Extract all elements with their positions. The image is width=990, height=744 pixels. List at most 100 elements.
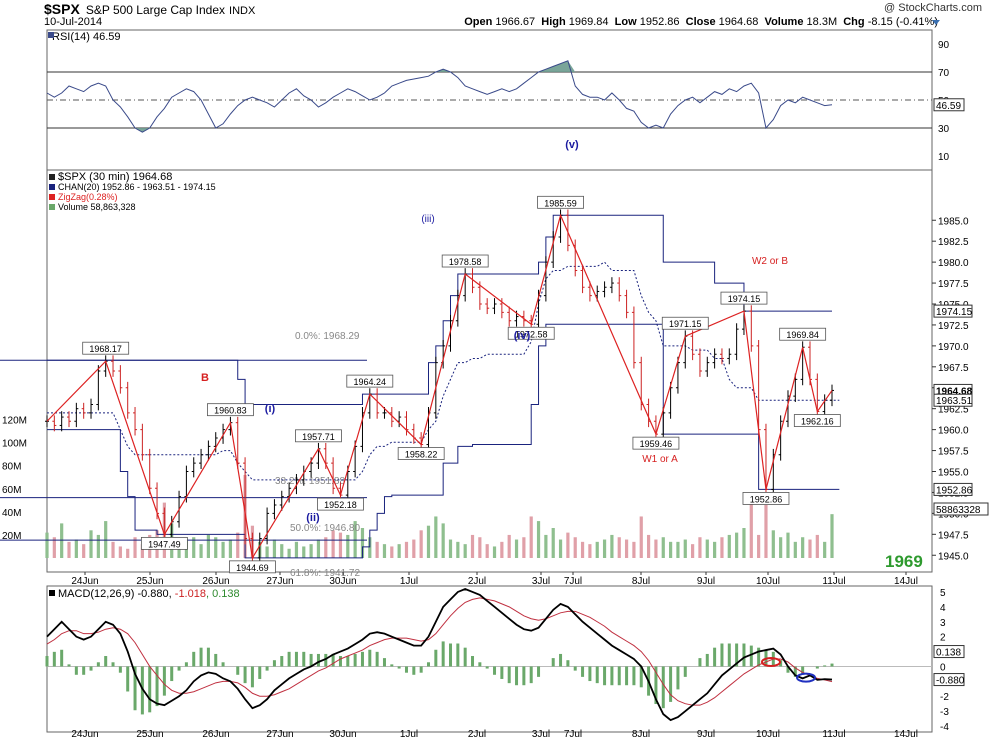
histogram-bar: [140, 666, 144, 715]
volume-bar: [536, 521, 541, 558]
rsi-legend: RSI(14) 46.59: [52, 31, 120, 43]
pivot-label: 1947.49: [148, 539, 181, 549]
watermark-label: 1969: [885, 552, 923, 571]
x-tick: 30Jun: [329, 576, 356, 587]
histogram-bar: [661, 666, 665, 709]
volume-bar: [426, 525, 431, 558]
histogram-bar: [397, 666, 401, 669]
histogram-bar: [507, 666, 511, 684]
volume-bar: [551, 528, 555, 558]
x-tick-bottom: 3Jul: [532, 729, 550, 740]
histogram-bar: [610, 666, 614, 686]
histogram-bar: [360, 651, 364, 667]
volume-bar: [478, 537, 482, 558]
volume-bar: [602, 539, 607, 558]
histogram-bar: [148, 666, 152, 713]
volume-bar: [434, 516, 438, 558]
histogram-bar: [573, 666, 577, 671]
histogram-bar: [441, 641, 445, 667]
volume-bar: [214, 537, 218, 558]
histogram-bar: [537, 666, 541, 677]
histogram-bar: [830, 663, 834, 667]
histogram-bar: [478, 662, 482, 667]
price-legend: CHAN(20) 1952.86 - 1963.51 - 1974.15: [58, 182, 216, 192]
macd-tick: -2: [940, 692, 949, 703]
volume-bar: [823, 541, 827, 558]
x-tick-bottom: 26Jun: [202, 729, 229, 740]
volume-bar: [668, 541, 673, 558]
histogram-bar: [118, 666, 122, 673]
pivot-label: 1968.17: [89, 344, 122, 354]
volume-tick: 40M: [2, 508, 21, 519]
x-tick-bottom: 27Jun: [266, 729, 293, 740]
histogram-bar: [676, 666, 680, 690]
volume-bar: [118, 546, 122, 558]
pivot-box: [779, 327, 827, 341]
pivot-label: 1960.83: [214, 406, 247, 416]
histogram-bar: [404, 666, 408, 673]
price-last-label: 1974.15: [936, 307, 973, 318]
volume-bar: [67, 541, 71, 558]
rsi-tick: 70: [938, 68, 950, 79]
x-tick-bottom: 14Jul: [894, 729, 918, 740]
volume-bar: [801, 537, 805, 558]
price-last-label: 1963.51: [936, 396, 973, 407]
volume-bar: [529, 516, 533, 558]
symbol-title: $SPX S&P 500 Large Cap Index INDX: [44, 1, 255, 17]
histogram-bar: [82, 666, 86, 675]
wave-label: (v): [565, 139, 579, 151]
volume-bar: [397, 544, 401, 558]
histogram-bar: [390, 664, 394, 667]
macd-tick: 2: [940, 633, 946, 644]
histogram-bar: [243, 666, 247, 684]
volume-bar: [375, 541, 379, 558]
histogram-bar: [471, 656, 475, 667]
histogram-bar: [126, 666, 130, 692]
x-tick-bottom: 2Jul: [468, 729, 486, 740]
rsi-last-box: [933, 98, 965, 112]
volume-bar: [82, 544, 86, 558]
macd-last-box: [933, 645, 965, 659]
volume-bar: [470, 534, 475, 558]
volume-bar: [177, 541, 181, 558]
volume-bar: [661, 537, 665, 558]
signal-line: [46, 597, 833, 706]
histogram-bar: [177, 666, 181, 671]
volume-bar: [514, 539, 519, 558]
pivot-box: [82, 341, 130, 355]
price-legend-swatch: [49, 174, 55, 180]
chart-header: $SPX S&P 500 Large Cap Index INDX 10-Jul-2…: [0, 0, 990, 28]
histogram-bar: [793, 666, 797, 677]
volume-tick: 60M: [2, 485, 21, 496]
volume-bar: [573, 537, 577, 558]
histogram-bar: [280, 656, 284, 667]
histogram-bar: [566, 660, 570, 667]
x-tick: 1Jul: [400, 576, 418, 587]
histogram-bar: [346, 656, 350, 667]
price-tick: 1972.5: [938, 321, 969, 332]
pivot-label: 1969.84: [786, 330, 819, 340]
histogram-bar: [162, 666, 166, 696]
macd-legend-signal: -1.018: [175, 588, 206, 600]
histogram-bar: [801, 666, 805, 675]
histogram-bar: [456, 643, 460, 667]
histogram-bar: [720, 643, 724, 667]
volume-bar: [617, 537, 621, 558]
volume-bar: [676, 541, 680, 558]
volume-bar: [272, 539, 277, 558]
volume-bar: [199, 544, 203, 558]
macd-tick: -3: [940, 707, 949, 718]
volume-bar: [786, 532, 790, 558]
x-tick-bottom: 8Jul: [632, 729, 650, 740]
volume-bar: [390, 546, 394, 558]
pivot-box: [742, 492, 790, 505]
histogram-bar: [111, 662, 115, 667]
volume-bar: [265, 546, 269, 558]
volume-bar: [522, 537, 526, 558]
histogram-bar: [581, 666, 585, 677]
volume-bar: [558, 539, 563, 558]
volume-bar: [749, 498, 753, 558]
volume-bar: [646, 534, 651, 558]
rsi-line: [46, 60, 833, 133]
chevron-down-icon[interactable]: [932, 20, 940, 25]
